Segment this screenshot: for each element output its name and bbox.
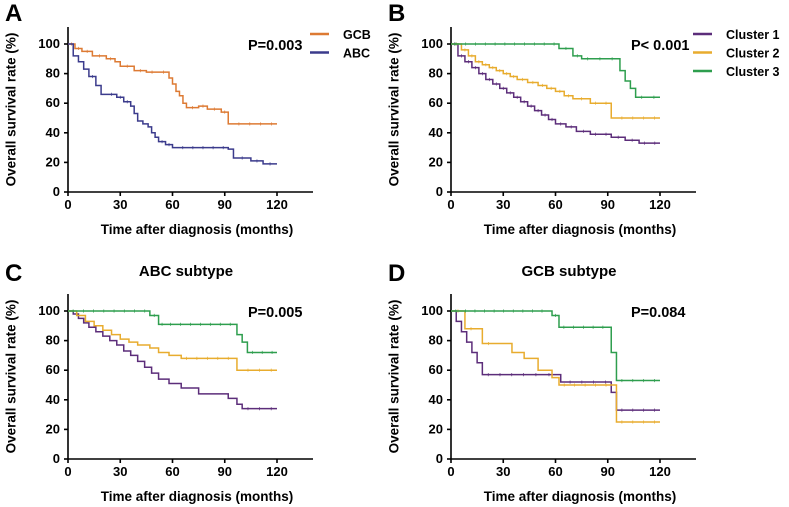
svg-text:P=0.084: P=0.084 <box>631 305 685 321</box>
svg-text:90: 90 <box>218 197 232 212</box>
svg-text:ABC subtype: ABC subtype <box>139 263 233 280</box>
svg-text:30: 30 <box>113 464 127 479</box>
svg-text:A: A <box>5 0 22 27</box>
svg-text:80: 80 <box>429 66 443 81</box>
svg-text:Cluster 2: Cluster 2 <box>726 47 780 61</box>
svg-text:100: 100 <box>421 303 443 318</box>
svg-text:0: 0 <box>436 451 443 466</box>
svg-text:Time after diagnosis (months): Time after diagnosis (months) <box>484 222 677 237</box>
svg-text:40: 40 <box>46 392 60 407</box>
svg-text:30: 30 <box>496 197 510 212</box>
svg-text:0: 0 <box>447 197 454 212</box>
svg-text:0: 0 <box>436 184 443 199</box>
svg-text:90: 90 <box>218 464 232 479</box>
svg-text:0: 0 <box>64 197 71 212</box>
svg-text:40: 40 <box>429 125 443 140</box>
svg-text:30: 30 <box>113 197 127 212</box>
svg-text:40: 40 <box>429 392 443 407</box>
svg-text:20: 20 <box>46 421 60 436</box>
svg-text:60: 60 <box>548 197 562 212</box>
svg-text:90: 90 <box>601 464 615 479</box>
svg-text:P=0.003: P=0.003 <box>248 38 302 54</box>
svg-text:80: 80 <box>429 333 443 348</box>
svg-text:D: D <box>388 260 405 287</box>
svg-text:P=0.005: P=0.005 <box>248 305 302 321</box>
svg-text:Overall survival rate (%): Overall survival rate (%) <box>4 300 19 454</box>
svg-text:ABC: ABC <box>343 47 370 61</box>
svg-text:60: 60 <box>429 95 443 110</box>
svg-text:0: 0 <box>447 464 454 479</box>
svg-text:Cluster 3: Cluster 3 <box>726 65 780 79</box>
svg-text:20: 20 <box>46 154 60 169</box>
svg-text:60: 60 <box>165 197 179 212</box>
svg-text:B: B <box>388 0 405 27</box>
svg-text:P< 0.001: P< 0.001 <box>631 38 689 54</box>
svg-text:C: C <box>5 260 22 287</box>
svg-text:0: 0 <box>53 451 60 466</box>
svg-text:20: 20 <box>429 421 443 436</box>
svg-text:30: 30 <box>496 464 510 479</box>
svg-text:100: 100 <box>38 36 60 51</box>
svg-text:Overall survival rate (%): Overall survival rate (%) <box>387 300 402 454</box>
svg-text:60: 60 <box>46 95 60 110</box>
svg-text:120: 120 <box>266 197 288 212</box>
svg-text:Cluster 1: Cluster 1 <box>726 28 780 42</box>
svg-text:80: 80 <box>46 333 60 348</box>
svg-text:80: 80 <box>46 66 60 81</box>
svg-text:60: 60 <box>429 362 443 377</box>
svg-text:Overall survival rate (%): Overall survival rate (%) <box>387 33 402 187</box>
svg-text:40: 40 <box>46 125 60 140</box>
svg-text:60: 60 <box>548 464 562 479</box>
svg-text:120: 120 <box>649 197 671 212</box>
svg-text:120: 120 <box>649 464 671 479</box>
svg-text:GCB subtype: GCB subtype <box>521 263 616 280</box>
svg-text:90: 90 <box>601 197 615 212</box>
svg-text:120: 120 <box>266 464 288 479</box>
svg-text:Time after diagnosis (months): Time after diagnosis (months) <box>101 222 294 237</box>
svg-text:0: 0 <box>53 184 60 199</box>
svg-text:60: 60 <box>46 362 60 377</box>
svg-text:20: 20 <box>429 154 443 169</box>
svg-text:100: 100 <box>38 303 60 318</box>
svg-text:100: 100 <box>421 36 443 51</box>
svg-text:Overall survival rate (%): Overall survival rate (%) <box>4 33 19 187</box>
svg-text:60: 60 <box>165 464 179 479</box>
svg-text:GCB: GCB <box>343 28 371 42</box>
svg-text:0: 0 <box>64 464 71 479</box>
